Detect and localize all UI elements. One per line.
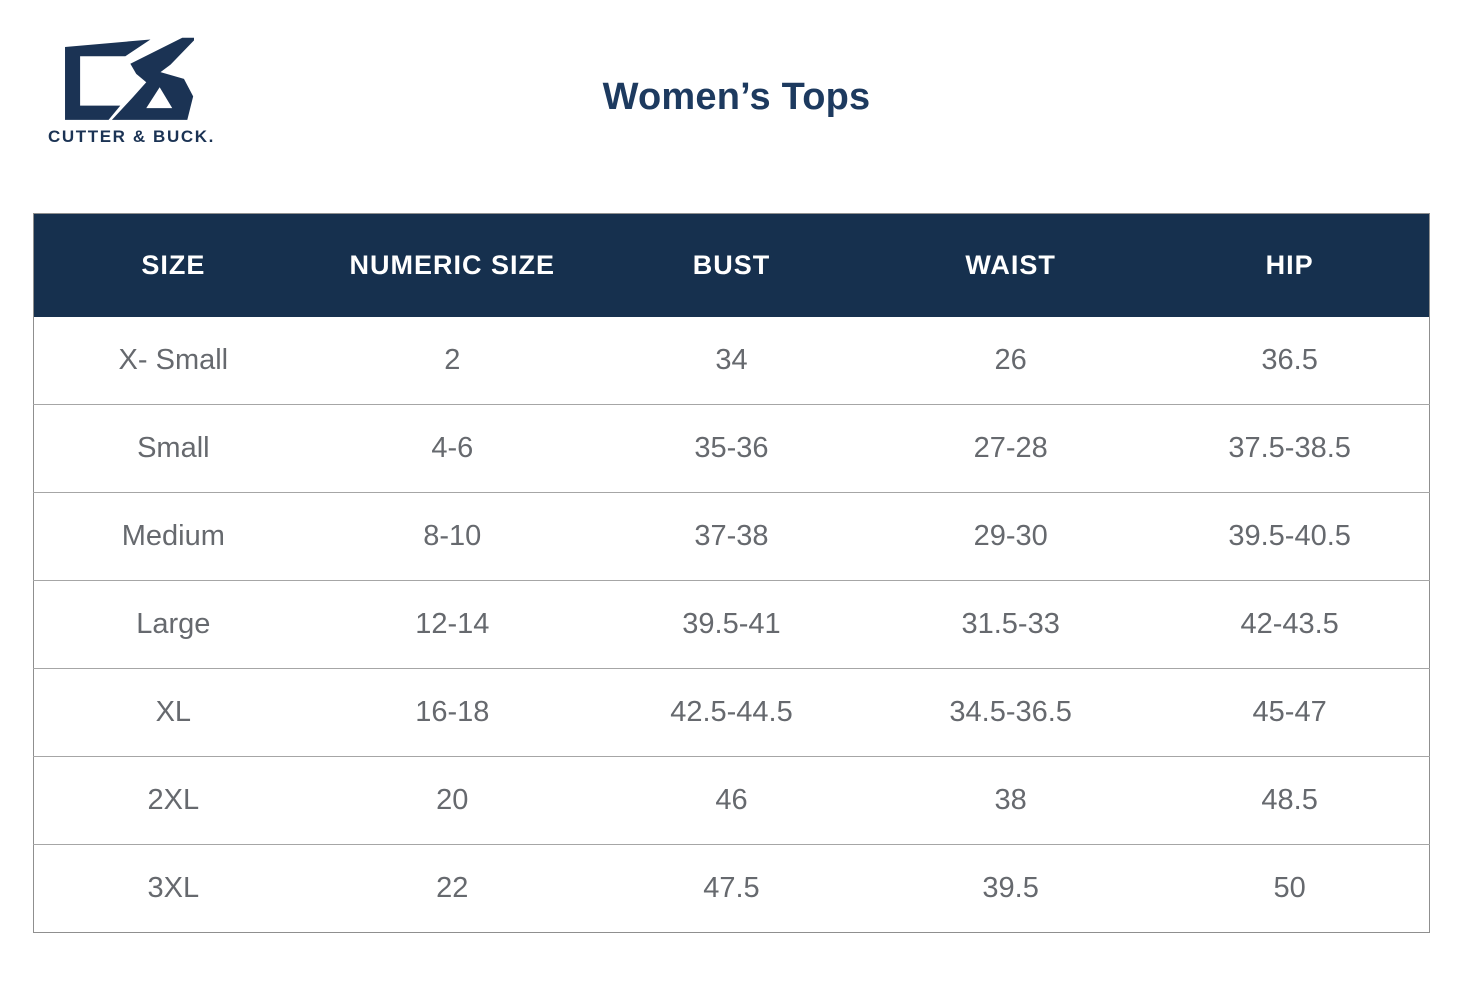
header-hip: HIP — [1150, 213, 1430, 317]
table-cell: Small — [33, 404, 313, 493]
table-header: SIZE NUMERIC SIZE BUST WAIST HIP — [33, 213, 1430, 317]
table-cell: 27-28 — [871, 404, 1151, 493]
table-cell: 34.5-36.5 — [871, 668, 1151, 757]
table-row: 2XL 20 46 38 48.5 — [33, 756, 1430, 845]
table-cell: 35-36 — [591, 404, 872, 493]
cutter-buck-cb-icon — [65, 37, 194, 120]
table-cell: Medium — [33, 492, 313, 581]
table-cell: 8-10 — [312, 492, 592, 581]
table-cell: 37-38 — [591, 492, 872, 581]
table-cell: 39.5-40.5 — [1150, 492, 1430, 581]
table-body: X- Small 2 34 26 36.5 Small 4-6 35-36 27… — [33, 317, 1430, 933]
table-cell: 22 — [312, 844, 592, 933]
table-cell: 2 — [312, 317, 592, 405]
table-cell: 26 — [871, 317, 1151, 405]
table-cell: 39.5-41 — [591, 580, 872, 669]
table-cell: 20 — [312, 756, 592, 845]
table-cell: XL — [33, 668, 313, 757]
table-cell: 50 — [1150, 844, 1430, 933]
size-chart-table: SIZE NUMERIC SIZE BUST WAIST HIP X- Smal… — [33, 213, 1430, 933]
table-row: X- Small 2 34 26 36.5 — [33, 317, 1430, 405]
table-cell: 2XL — [33, 756, 313, 845]
table-row: Medium 8-10 37-38 29-30 39.5-40.5 — [33, 492, 1430, 581]
table-cell: 4-6 — [312, 404, 592, 493]
table-row: Large 12-14 39.5-41 31.5-33 42-43.5 — [33, 580, 1430, 669]
table-cell: 38 — [871, 756, 1151, 845]
table-cell: 3XL — [33, 844, 313, 933]
table-cell: 46 — [591, 756, 872, 845]
page-title: Women’s Tops — [602, 76, 871, 118]
table-row: XL 16-18 42.5-44.5 34.5-36.5 45-47 — [33, 668, 1430, 757]
brand-wordmark: CUTTER & BUCK. — [48, 127, 215, 146]
table-cell: 47.5 — [591, 844, 872, 933]
header-numeric-size: NUMERIC SIZE — [312, 213, 592, 317]
table-row: Small 4-6 35-36 27-28 37.5-38.5 — [33, 404, 1430, 493]
header-waist: WAIST — [871, 213, 1151, 317]
table-cell: 37.5-38.5 — [1150, 404, 1430, 493]
table-row: 3XL 22 47.5 39.5 50 — [33, 844, 1430, 933]
table-cell: 48.5 — [1150, 756, 1430, 845]
header-size: SIZE — [33, 213, 313, 317]
header-row: SIZE NUMERIC SIZE BUST WAIST HIP — [33, 213, 1430, 317]
table-cell: 42.5-44.5 — [591, 668, 872, 757]
header-bust: BUST — [591, 213, 872, 317]
table-cell: 34 — [591, 317, 872, 405]
table-cell: 39.5 — [871, 844, 1151, 933]
table-cell: 16-18 — [312, 668, 592, 757]
table-cell: 12-14 — [312, 580, 592, 669]
table-cell: 36.5 — [1150, 317, 1430, 405]
table-cell: X- Small — [33, 317, 313, 405]
brand-logo: CUTTER & BUCK. — [48, 34, 215, 147]
table-cell: 29-30 — [871, 492, 1151, 581]
table-cell: 42-43.5 — [1150, 580, 1430, 669]
table-cell: 45-47 — [1150, 668, 1430, 757]
table-cell: 31.5-33 — [871, 580, 1151, 669]
table-cell: Large — [33, 580, 313, 669]
